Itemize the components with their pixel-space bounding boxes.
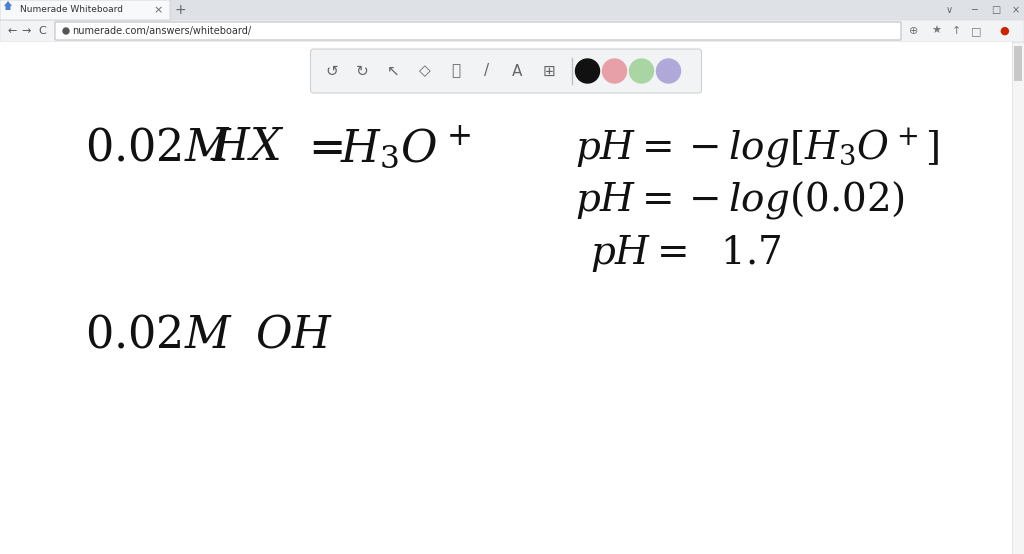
- Text: ⚹: ⚹: [451, 64, 460, 79]
- Text: $pH = -log[H_3O^+]$: $pH = -log[H_3O^+]$: [575, 126, 939, 170]
- Text: $OH$: $OH$: [255, 314, 333, 357]
- Text: ∨: ∨: [945, 5, 952, 15]
- FancyBboxPatch shape: [310, 49, 701, 93]
- Text: ×: ×: [154, 5, 163, 15]
- Text: $pH = -log(0.02)$: $pH = -log(0.02)$: [575, 179, 905, 221]
- Text: numerade.com/answers/whiteboard/: numerade.com/answers/whiteboard/: [72, 26, 251, 36]
- Text: ◇: ◇: [419, 64, 430, 79]
- Text: $=$: $=$: [300, 126, 343, 170]
- Circle shape: [602, 59, 627, 83]
- Text: +: +: [174, 3, 185, 17]
- Bar: [1012, 42, 1024, 554]
- Text: □: □: [991, 5, 1000, 15]
- Text: A: A: [512, 64, 522, 79]
- FancyBboxPatch shape: [0, 0, 170, 20]
- Circle shape: [575, 59, 599, 83]
- FancyArrow shape: [4, 1, 12, 10]
- Text: $HX$: $HX$: [210, 126, 285, 170]
- Text: ↖: ↖: [387, 64, 400, 79]
- Text: ─: ─: [971, 5, 977, 15]
- Text: $0.02M$: $0.02M$: [85, 314, 232, 357]
- Circle shape: [63, 28, 69, 34]
- Text: ⊕: ⊕: [909, 26, 919, 36]
- Text: ↻: ↻: [356, 64, 369, 79]
- Text: ↺: ↺: [326, 64, 338, 79]
- Text: →: →: [22, 26, 31, 36]
- Text: $H_3O^+$: $H_3O^+$: [340, 125, 471, 171]
- Bar: [0, 0, 1024, 20]
- Text: $0.02M$: $0.02M$: [85, 126, 232, 170]
- Text: ↑: ↑: [951, 26, 961, 36]
- Text: ×: ×: [1012, 5, 1020, 15]
- Text: ●: ●: [999, 26, 1009, 36]
- Text: ★: ★: [931, 26, 941, 36]
- Text: ←: ←: [7, 26, 16, 36]
- Text: /: /: [484, 64, 489, 79]
- Text: □: □: [971, 26, 981, 36]
- Text: $pH =\ \ 1.7$: $pH =\ \ 1.7$: [590, 233, 781, 274]
- Circle shape: [630, 59, 653, 83]
- Bar: [0, 20, 1024, 42]
- Text: C: C: [38, 26, 46, 36]
- Circle shape: [656, 59, 681, 83]
- FancyBboxPatch shape: [55, 22, 901, 40]
- Text: Numerade Whiteboard: Numerade Whiteboard: [20, 6, 123, 14]
- Bar: [1014, 46, 1022, 81]
- Text: ⊞: ⊞: [542, 64, 555, 79]
